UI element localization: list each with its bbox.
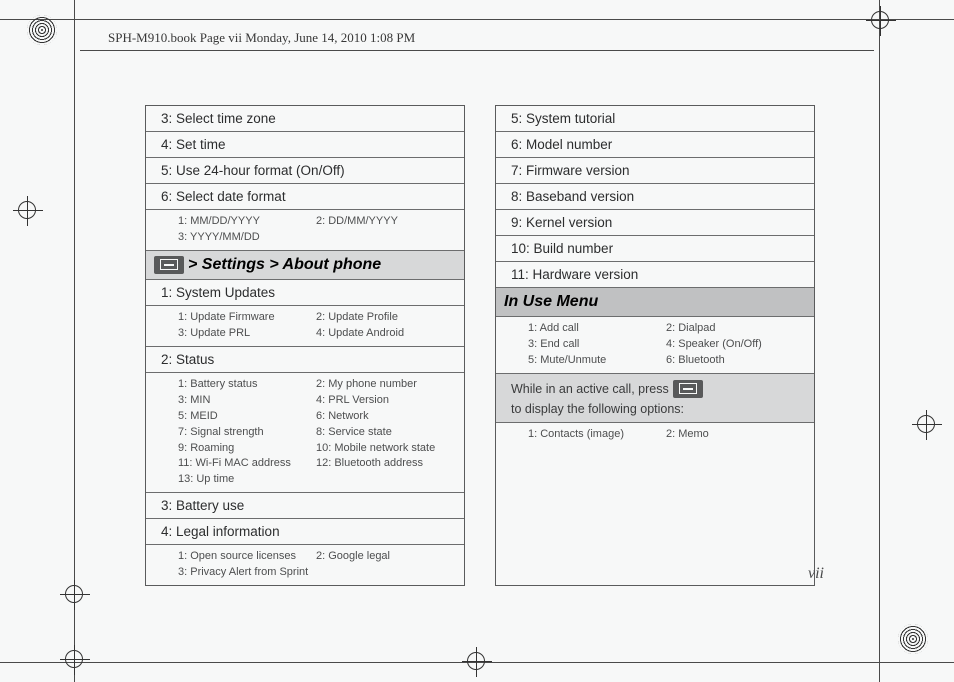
menu-item: 4: Set time: [146, 132, 464, 158]
header-rule: [80, 50, 874, 51]
sub-item-list: 1: Add call3: End call5: Mute/Unmute2: D…: [496, 317, 814, 374]
sub-item: 1: Open source licenses: [178, 549, 316, 565]
sub-item: 3: Privacy Alert from Sprint: [178, 565, 316, 581]
sub-item: 6: Network: [316, 409, 454, 425]
menu-item: 5: Use 24-hour format (On/Off): [146, 158, 464, 184]
registration-cross-icon: [462, 647, 492, 677]
menu-item: 5: System tutorial: [496, 106, 814, 132]
sub-item: 6: Bluetooth: [666, 353, 804, 369]
section-header: In Use Menu: [496, 288, 814, 317]
sub-item: 13: Up time: [178, 472, 316, 488]
menu-item: 1: System Updates: [146, 280, 464, 306]
sub-item: 3: End call: [528, 337, 666, 353]
sub-item: 5: MEID: [178, 409, 316, 425]
left-column: 3: Select time zone4: Set time5: Use 24-…: [145, 105, 465, 586]
sub-item: 2: Update Profile: [316, 310, 454, 326]
sub-item: 4: Speaker (On/Off): [666, 337, 804, 353]
sub-item: 2: Memo: [666, 427, 804, 443]
menu-item: 6: Select date format: [146, 184, 464, 210]
sub-item: 2: My phone number: [316, 377, 454, 393]
sub-item-list: 1: Battery status3: MIN5: MEID7: Signal …: [146, 373, 464, 494]
sub-item: 2: Google legal: [316, 549, 454, 565]
page-number: vii: [808, 565, 824, 583]
sub-item: 8: Service state: [316, 425, 454, 441]
right-column: 5: System tutorial6: Model number7: Firm…: [495, 105, 815, 586]
crop-line-top: [0, 19, 954, 20]
registration-cross-icon: [60, 645, 90, 675]
menu-item: 8: Baseband version: [496, 184, 814, 210]
registration-cross-icon: [13, 196, 43, 226]
sub-item: 12: Bluetooth address: [316, 456, 454, 472]
sub-item: 1: Battery status: [178, 377, 316, 393]
sub-item: 2: Dialpad: [666, 321, 804, 337]
menu-item: 6: Model number: [496, 132, 814, 158]
breadcrumb-header: > Settings > About phone: [146, 251, 464, 280]
registration-cross-icon: [60, 580, 90, 610]
sub-item: 1: Add call: [528, 321, 666, 337]
menu-item: 11: Hardware version: [496, 262, 814, 288]
crop-line-right: [879, 0, 880, 682]
sub-item: 1: Update Firmware: [178, 310, 316, 326]
menu-item: 3: Select time zone: [146, 106, 464, 132]
sub-item: 1: MM/DD/YYYY: [178, 214, 316, 230]
sub-item: 3: MIN: [178, 393, 316, 409]
registration-cross-icon: [866, 6, 896, 36]
menu-item: 9: Kernel version: [496, 210, 814, 236]
registration-mark-icon: [898, 624, 928, 654]
registration-cross-icon: [912, 410, 942, 440]
sub-item-list: 1: MM/DD/YYYY3: YYYY/MM/DD2: DD/MM/YYYY: [146, 210, 464, 251]
note-text: to display the following options:: [511, 402, 684, 416]
sub-item: 9: Roaming: [178, 441, 316, 457]
sub-item: 2: DD/MM/YYYY: [316, 214, 454, 230]
sub-item: 11: Wi-Fi MAC address: [178, 456, 316, 472]
sub-item: 3: Update PRL: [178, 326, 316, 342]
menu-item: 3: Battery use: [146, 493, 464, 519]
sub-item-list: 1: Open source licenses3: Privacy Alert …: [146, 545, 464, 585]
menu-item: 7: Firmware version: [496, 158, 814, 184]
sub-item: 7: Signal strength: [178, 425, 316, 441]
page-header: SPH-M910.book Page vii Monday, June 14, …: [108, 30, 415, 46]
sub-item: 5: Mute/Unmute: [528, 353, 666, 369]
sub-item: 3: YYYY/MM/DD: [178, 230, 316, 246]
sub-item: 4: PRL Version: [316, 393, 454, 409]
menu-item: 2: Status: [146, 347, 464, 373]
breadcrumb-text: > Settings > About phone: [188, 256, 381, 274]
note-text: While in an active call, press: [511, 382, 669, 396]
content-columns: 3: Select time zone4: Set time5: Use 24-…: [145, 105, 815, 586]
sub-item-list: 1: Contacts (image)2: Memo: [496, 423, 814, 447]
sub-item: 1: Contacts (image): [528, 427, 666, 443]
menu-key-icon: [673, 380, 703, 398]
instruction-note: While in an active call, press to displa…: [496, 374, 814, 423]
menu-key-icon: [154, 256, 184, 274]
sub-item: 10: Mobile network state: [316, 441, 454, 457]
menu-item: 4: Legal information: [146, 519, 464, 545]
registration-mark-icon: [27, 15, 57, 45]
sub-item: 4: Update Android: [316, 326, 454, 342]
menu-item: 10: Build number: [496, 236, 814, 262]
sub-item-list: 1: Update Firmware3: Update PRL2: Update…: [146, 306, 464, 347]
